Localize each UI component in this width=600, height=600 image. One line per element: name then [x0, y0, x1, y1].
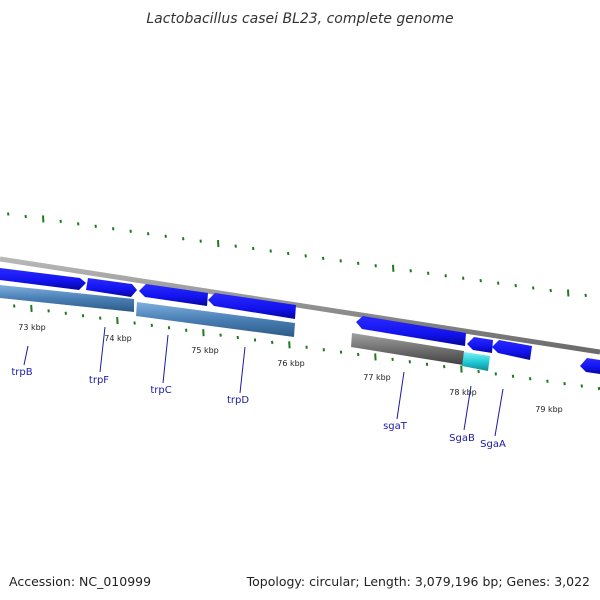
- cds-arrow[interactable]: [86, 278, 137, 297]
- cds-arrow[interactable]: [580, 358, 600, 374]
- tick-label: 78 kbp: [449, 388, 477, 397]
- feature-block[interactable]: [136, 302, 295, 337]
- forward-cds-track: [0, 268, 600, 374]
- leader-line: [463, 385, 472, 431]
- cds-arrow[interactable]: [356, 316, 466, 346]
- leader-line: [99, 326, 106, 373]
- cds-arrow[interactable]: [467, 337, 493, 353]
- tick-label: 73 kbp: [18, 323, 46, 332]
- tick-label: 79 kbp: [535, 405, 563, 414]
- gene-label-leaders: [23, 326, 504, 437]
- tick-marks: [7, 212, 600, 391]
- accession-text: Accession: NC_010999: [9, 574, 151, 589]
- feature-block[interactable]: [351, 333, 464, 365]
- gene-label-trpF[interactable]: trpF: [89, 375, 109, 386]
- tick-label: 75 kbp: [191, 346, 219, 355]
- genome-summary-text: Topology: circular; Length: 3,079,196 bp…: [246, 574, 590, 589]
- gene-label-SgaA[interactable]: SgaA: [480, 439, 506, 450]
- gene-label-trpD[interactable]: trpD: [227, 395, 249, 406]
- cds-arrow[interactable]: [208, 293, 296, 319]
- map-title: Lactobacillus casei BL23, complete genom…: [146, 11, 453, 27]
- genome-backbone: [0, 256, 600, 355]
- leader-line: [239, 346, 246, 394]
- leader-line: [396, 371, 405, 420]
- leader-line: [494, 388, 504, 437]
- leader-line: [23, 345, 29, 366]
- cds-arrow[interactable]: [139, 284, 208, 306]
- gene-label-SgaB[interactable]: SgaB: [449, 433, 475, 444]
- gene-label-trpC[interactable]: trpC: [150, 385, 171, 396]
- leader-line: [162, 334, 169, 384]
- gene-labels: trpB trpF trpC trpD sgaT SgaB SgaA: [11, 367, 506, 450]
- feature-block[interactable]: [0, 285, 134, 312]
- cds-arrow[interactable]: [0, 268, 86, 290]
- tick-label: 77 kbp: [363, 373, 391, 382]
- feature-track: [0, 285, 490, 371]
- scale-labels: 73 kbp 74 kbp 75 kbp 76 kbp 77 kbp 78 kb…: [18, 323, 563, 414]
- cds-arrow[interactable]: [492, 340, 532, 360]
- gene-label-sgaT[interactable]: sgaT: [383, 421, 408, 432]
- gene-label-trpB[interactable]: trpB: [11, 367, 32, 378]
- tick-label: 76 kbp: [277, 359, 305, 368]
- tick-label: 74 kbp: [104, 334, 132, 343]
- feature-block[interactable]: [462, 352, 490, 371]
